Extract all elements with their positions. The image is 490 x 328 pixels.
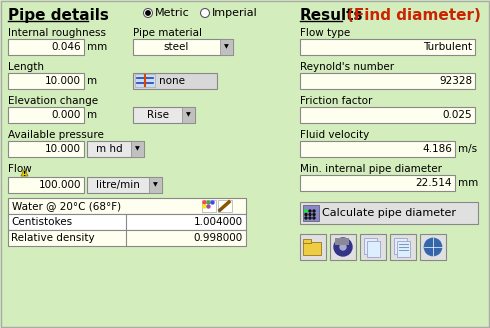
FancyBboxPatch shape <box>202 200 216 212</box>
FancyBboxPatch shape <box>420 234 446 260</box>
Text: Calculate pipe diameter: Calculate pipe diameter <box>322 208 456 218</box>
Text: 22.514: 22.514 <box>416 178 452 188</box>
FancyBboxPatch shape <box>8 177 84 193</box>
Text: ▼: ▼ <box>135 147 140 152</box>
Text: mm: mm <box>458 178 478 188</box>
FancyBboxPatch shape <box>131 141 144 157</box>
Text: Min. internal pipe diameter: Min. internal pipe diameter <box>300 164 442 174</box>
FancyBboxPatch shape <box>364 238 377 254</box>
FancyBboxPatch shape <box>87 177 162 193</box>
Circle shape <box>211 201 214 204</box>
FancyBboxPatch shape <box>367 241 380 257</box>
Text: Pipe details: Pipe details <box>8 8 109 23</box>
FancyBboxPatch shape <box>182 107 195 123</box>
Text: 10.000: 10.000 <box>45 144 81 154</box>
FancyBboxPatch shape <box>135 74 155 87</box>
Text: m hd: m hd <box>96 144 122 154</box>
Text: none: none <box>159 76 185 86</box>
FancyBboxPatch shape <box>8 141 84 157</box>
FancyBboxPatch shape <box>300 73 475 89</box>
Text: ▼: ▼ <box>224 45 229 50</box>
Polygon shape <box>21 169 28 176</box>
Text: Fluid velocity: Fluid velocity <box>300 130 369 140</box>
FancyBboxPatch shape <box>133 39 233 55</box>
Text: 1.004000: 1.004000 <box>194 217 243 227</box>
FancyBboxPatch shape <box>303 242 321 255</box>
Text: !: ! <box>23 171 26 177</box>
Text: 10.000: 10.000 <box>45 76 81 86</box>
FancyBboxPatch shape <box>218 200 232 212</box>
FancyBboxPatch shape <box>149 177 162 193</box>
Text: Internal roughness: Internal roughness <box>8 28 106 38</box>
Text: Imperial: Imperial <box>212 8 258 18</box>
Text: 92328: 92328 <box>439 76 472 86</box>
FancyBboxPatch shape <box>87 141 144 157</box>
Circle shape <box>309 210 311 212</box>
Circle shape <box>305 214 307 215</box>
Text: m/s: m/s <box>458 144 477 154</box>
FancyBboxPatch shape <box>8 73 84 89</box>
Circle shape <box>309 214 311 215</box>
Circle shape <box>334 238 352 256</box>
Text: Flow: Flow <box>8 164 32 174</box>
Text: Pipe material: Pipe material <box>133 28 202 38</box>
Circle shape <box>313 217 315 219</box>
FancyBboxPatch shape <box>335 238 349 245</box>
Text: ▼: ▼ <box>153 182 158 188</box>
Circle shape <box>340 244 346 250</box>
Text: Metric: Metric <box>155 8 190 18</box>
FancyBboxPatch shape <box>397 241 410 257</box>
Circle shape <box>146 11 150 15</box>
Circle shape <box>144 9 152 17</box>
FancyBboxPatch shape <box>8 39 84 55</box>
Text: (Find diameter): (Find diameter) <box>347 8 481 23</box>
Text: steel: steel <box>164 42 189 52</box>
Text: Flow type: Flow type <box>300 28 350 38</box>
Text: litre/min: litre/min <box>96 180 140 190</box>
FancyBboxPatch shape <box>8 230 246 246</box>
Text: Results: Results <box>300 8 364 23</box>
FancyBboxPatch shape <box>300 39 475 55</box>
FancyBboxPatch shape <box>220 39 233 55</box>
Text: Reynold's number: Reynold's number <box>300 62 394 72</box>
Text: Centistokes: Centistokes <box>11 217 72 227</box>
Circle shape <box>207 201 210 204</box>
Circle shape <box>203 205 206 208</box>
FancyBboxPatch shape <box>330 234 356 260</box>
Text: 0.998000: 0.998000 <box>194 233 243 243</box>
FancyBboxPatch shape <box>8 107 84 123</box>
FancyBboxPatch shape <box>390 234 416 260</box>
Circle shape <box>207 205 210 208</box>
FancyBboxPatch shape <box>300 175 455 191</box>
Text: Length: Length <box>8 62 44 72</box>
Text: Rise: Rise <box>147 110 169 120</box>
FancyBboxPatch shape <box>300 107 475 123</box>
FancyBboxPatch shape <box>300 234 326 260</box>
FancyBboxPatch shape <box>300 202 478 224</box>
FancyBboxPatch shape <box>394 238 407 254</box>
FancyBboxPatch shape <box>300 141 455 157</box>
Circle shape <box>305 217 307 219</box>
Text: Friction factor: Friction factor <box>300 96 372 106</box>
FancyBboxPatch shape <box>133 107 195 123</box>
Circle shape <box>309 217 311 219</box>
FancyBboxPatch shape <box>303 205 319 221</box>
Text: Relative density: Relative density <box>11 233 95 243</box>
FancyBboxPatch shape <box>8 214 246 230</box>
Text: 0.000: 0.000 <box>51 110 81 120</box>
FancyBboxPatch shape <box>8 198 246 214</box>
Text: m: m <box>87 110 97 120</box>
Text: 100.000: 100.000 <box>39 180 81 190</box>
Text: Turbulent: Turbulent <box>423 42 472 52</box>
Text: mm: mm <box>87 42 107 52</box>
Text: 0.046: 0.046 <box>51 42 81 52</box>
Circle shape <box>313 210 315 212</box>
FancyBboxPatch shape <box>360 234 386 260</box>
Text: Water @ 20°C (68°F): Water @ 20°C (68°F) <box>12 201 121 211</box>
Circle shape <box>313 214 315 215</box>
Text: 0.025: 0.025 <box>442 110 472 120</box>
Text: m: m <box>87 76 97 86</box>
FancyBboxPatch shape <box>303 239 311 243</box>
Text: ▼: ▼ <box>186 113 191 117</box>
